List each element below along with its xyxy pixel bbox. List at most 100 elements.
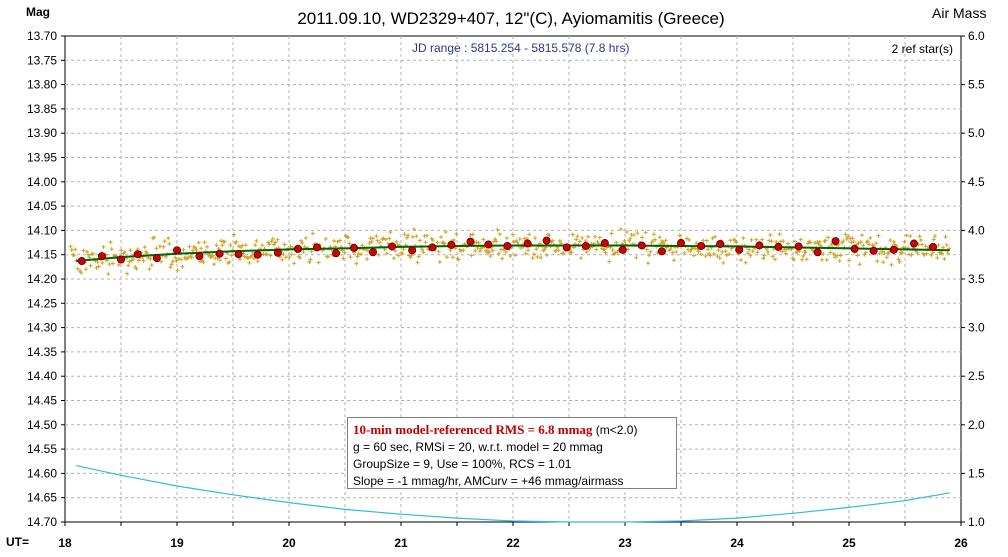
airmass-curve: [76, 465, 950, 523]
model-line: [76, 244, 950, 262]
average-point: [774, 242, 783, 251]
average-point: [909, 239, 918, 248]
x-tick-label: 21: [394, 536, 408, 550]
average-point: [735, 245, 744, 254]
y-left-tick-label: 13.85: [27, 102, 57, 116]
average-point: [293, 244, 302, 253]
y-left-tick-label: 14.70: [27, 515, 57, 529]
average-point: [388, 242, 397, 251]
y-left-tick-label: 14.50: [27, 418, 57, 432]
y-left-tick-label: 14.15: [27, 248, 57, 262]
y-left-tick-label: 13.75: [27, 53, 57, 67]
y-left-tick-label: 13.70: [27, 29, 57, 43]
average-point: [195, 252, 204, 261]
x-tick-label: 26: [954, 536, 968, 550]
average-point: [234, 250, 243, 259]
average-point: [813, 248, 822, 257]
y-left-tick-label: 13.95: [27, 151, 57, 165]
y-left-tick-label: 14.45: [27, 394, 57, 408]
average-point: [831, 237, 840, 246]
rms-value: 10-min model-referenced RMS = 6.8 mmag: [353, 422, 593, 437]
x-tick-label: 23: [618, 536, 632, 550]
y-left-tick-label: 14.10: [27, 223, 57, 237]
y-right-tick-label: 5.5: [968, 78, 985, 92]
y-left-tick-label: 14.20: [27, 272, 57, 286]
y-left-tick-label: 14.40: [27, 369, 57, 383]
average-point: [97, 252, 106, 261]
average-point: [542, 236, 551, 245]
average-point: [523, 239, 532, 248]
average-point: [484, 240, 493, 249]
y-left-tick-label: 14.60: [27, 466, 57, 480]
average-point: [368, 248, 377, 257]
y-right-tick-label: 2.5: [968, 369, 985, 383]
y-right-tick-label: 4.0: [968, 223, 985, 237]
y-left-tick-label: 14.65: [27, 491, 57, 505]
average-point: [152, 254, 161, 263]
y-left-tick-label: 14.05: [27, 199, 57, 213]
y-right-tick-label: 5.0: [968, 126, 985, 140]
average-point: [77, 257, 86, 266]
x-tick-label: 18: [58, 536, 72, 550]
y-left-tick-label: 14.35: [27, 345, 57, 359]
y-left-tick-label: 14.30: [27, 321, 57, 335]
average-point: [133, 250, 142, 259]
y-right-title: Air Mass: [932, 5, 986, 21]
stats-line-3: GroupSize = 9, Use = 100%, RCS = 1.01: [353, 457, 572, 471]
average-point: [618, 245, 627, 254]
y-right-tick-label: 1.5: [968, 466, 985, 480]
average-point: [312, 243, 321, 252]
y-left-tick-label: 14.25: [27, 296, 57, 310]
y-left-tick-label: 14.00: [27, 175, 57, 189]
average-point: [697, 241, 706, 250]
axis-ticks: 18 19 20 21 22 23 24 25 26 13.70 13.75 13.80 13.85 13…: [27, 29, 985, 550]
average-point: [929, 242, 938, 251]
average-point: [581, 241, 590, 250]
average-point: [428, 243, 437, 252]
average-point: [447, 240, 456, 249]
average-point: [716, 240, 725, 249]
y-right-tick-label: 3.0: [968, 321, 985, 335]
y-right-tick-label: 3.5: [968, 272, 985, 286]
average-point: [349, 243, 358, 252]
y-right-tick-label: 6.0: [968, 29, 985, 43]
x-tick-label: 20: [282, 536, 296, 550]
average-point: [562, 243, 571, 252]
average-point: [850, 244, 859, 253]
average-point: [889, 245, 898, 254]
y-left-tick-label: 13.80: [27, 78, 57, 92]
average-point: [869, 246, 878, 255]
grid-lines: [65, 36, 961, 522]
average-point: [273, 248, 282, 257]
y-right-tick-label: 2.0: [968, 418, 985, 432]
rms-condition: (m<2.0): [595, 423, 638, 437]
average-point: [332, 249, 341, 258]
x-tick-label: 19: [170, 536, 184, 550]
stats-box: 10-min model-referenced RMS = 6.8 mmag (…: [347, 417, 677, 489]
average-point: [657, 247, 666, 256]
x-axis-title: UT=: [6, 535, 29, 549]
average-point: [637, 241, 646, 250]
average-point: [253, 250, 262, 259]
x-tick-label: 24: [730, 536, 744, 550]
ref-stars-label: 2 ref star(s): [892, 42, 953, 56]
average-point: [503, 241, 512, 250]
average-point: [117, 255, 126, 264]
series-layer: [76, 236, 950, 523]
average-point: [408, 246, 417, 255]
jd-range-label: JD range : 5815.254 - 5815.578 (7.8 hrs): [412, 41, 629, 55]
average-point: [677, 239, 686, 248]
x-tick-label: 25: [842, 536, 856, 550]
y-left-tick-label: 14.55: [27, 442, 57, 456]
average-point: [172, 246, 181, 255]
x-tick-label: 22: [506, 536, 520, 550]
rms-line: 10-min model-referenced RMS = 6.8 mmag (…: [353, 421, 676, 439]
y-right-tick-label: 4.5: [968, 175, 985, 189]
average-point: [215, 249, 224, 258]
average-point: [755, 241, 764, 250]
y-left-title: Mag: [26, 5, 50, 19]
y-left-tick-label: 13.90: [27, 126, 57, 140]
average-point: [466, 237, 475, 246]
stats-line-2: g = 60 sec, RMSi = 20, w.r.t. model = 20…: [353, 440, 603, 454]
